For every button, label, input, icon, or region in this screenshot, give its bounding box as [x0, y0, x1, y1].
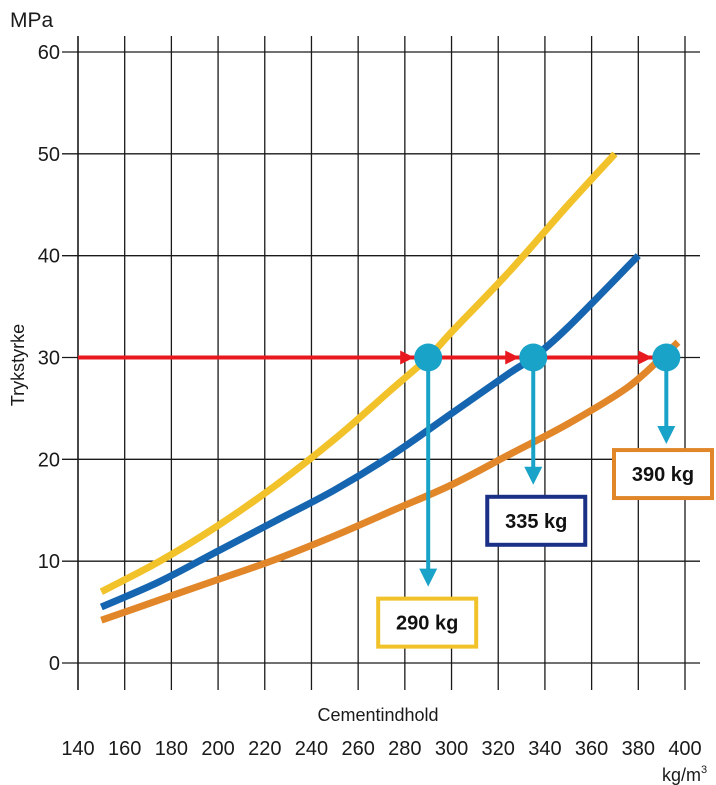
markers: 290 kg 335 kg 390 kg: [376, 343, 714, 649]
reference-arrowhead: [505, 350, 520, 365]
x-unit-base: kg/m: [662, 765, 701, 785]
x-unit-sup: 3: [701, 764, 707, 776]
x-tick-label: 240: [295, 738, 328, 760]
x-tick-label: 320: [482, 738, 515, 760]
grid: [62, 36, 700, 690]
series-1-line: [99, 151, 618, 595]
y-tick-label: 60: [38, 42, 60, 64]
tick-labels: 0 10 20 30 40 50 60 140 160 180 200 220 240 260 280 300…: [38, 42, 702, 760]
x-unit-label: kg/m3: [662, 764, 707, 785]
x-tick-label: 400: [668, 738, 701, 760]
drop-arrowhead: [657, 426, 676, 445]
callout-label: 390 kg: [632, 464, 694, 486]
intersection-marker: [519, 343, 548, 372]
intersection-marker: [414, 343, 443, 372]
series-3-line: [100, 339, 681, 624]
x-axis-label: Cementindhold: [317, 705, 438, 725]
x-tick-label: 200: [201, 738, 234, 760]
x-tick-label: 340: [528, 738, 561, 760]
intersection-marker: [652, 343, 681, 372]
callout-label: 290 kg: [396, 613, 458, 635]
y-axis-label: Trykstyrke: [8, 324, 28, 406]
x-tick-label: 140: [61, 738, 94, 760]
x-tick-label: 360: [575, 738, 608, 760]
reference-line: [78, 350, 658, 365]
x-tick-label: 180: [155, 738, 188, 760]
y-tick-label: 20: [38, 449, 60, 471]
callout-box: [485, 494, 588, 547]
callout-box: [376, 596, 479, 649]
callout-box: [612, 448, 714, 501]
x-tick-label: 380: [622, 738, 655, 760]
reference-arrowhead: [638, 350, 653, 365]
x-tick-label: 300: [435, 738, 468, 760]
x-tick-label: 220: [248, 738, 281, 760]
x-tick-label: 160: [108, 738, 141, 760]
x-tick-label: 260: [341, 738, 374, 760]
callout-label: 335 kg: [505, 511, 567, 533]
drop-arrowhead: [419, 568, 438, 587]
y-tick-label: 0: [49, 653, 60, 675]
drop-arrowhead: [524, 466, 543, 485]
y-tick-label: 50: [38, 144, 60, 166]
reference-arrowhead: [400, 350, 415, 365]
y-tick-label: 30: [38, 348, 60, 370]
y-unit-label: MPa: [10, 9, 54, 32]
y-tick-label: 10: [38, 551, 60, 573]
x-tick-label: 280: [388, 738, 421, 760]
y-tick-label: 40: [38, 246, 60, 268]
